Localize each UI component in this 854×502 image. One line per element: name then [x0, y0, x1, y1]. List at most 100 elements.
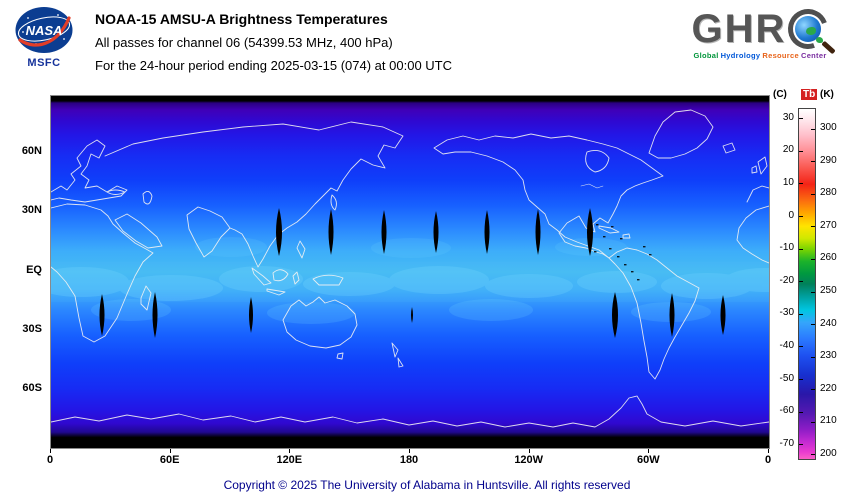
- ghrc-logo: GHR Global Hydrology Resource Center: [676, 2, 844, 60]
- colorbar-tick-mark: [811, 193, 815, 195]
- nasa-logo: NASA MSFC: [12, 6, 76, 69]
- kelvin-tick-label: 290: [820, 154, 837, 166]
- ghrc-tagline-word: Center: [800, 51, 827, 60]
- lat-label-EQ: EQ: [26, 264, 42, 276]
- ghrc-tagline: Global Hydrology Resource Center: [676, 51, 844, 60]
- celsius-ticks: 30 20 10 0 -10 -20 -30 -40 -50 -60 -70: [770, 108, 796, 460]
- colorbar-tick-mark: [799, 411, 803, 413]
- lat-label-30S: 30S: [22, 323, 42, 335]
- kelvin-header: Tb (K): [801, 89, 834, 100]
- lon-tick: [768, 449, 769, 453]
- kelvin-tick-label: 210: [820, 415, 837, 427]
- lat-label-30N: 30N: [21, 204, 42, 216]
- kelvin-ticks: 300 290 280 270 260 250 240 230 220 210 200: [818, 108, 852, 460]
- colorbar-tick-mark: [811, 161, 815, 163]
- data-gap-diamond: [249, 297, 253, 333]
- colorbar-tick-mark: [799, 248, 803, 250]
- lon-tick: [528, 449, 530, 453]
- data-gap-shapes: [99, 208, 726, 338]
- kelvin-tick-label: 240: [820, 317, 837, 329]
- tb-label: Tb: [801, 89, 818, 100]
- kelvin-tick-label: 220: [820, 382, 837, 394]
- celsius-tick-label: -50: [779, 372, 794, 384]
- lon-axis: 0 60E 120E 180 120W 60W 0: [46, 449, 771, 469]
- lon-label-0: 0: [46, 454, 54, 466]
- colorbar-tick-mark: [811, 128, 815, 130]
- kelvin-tick-label: 250: [820, 285, 837, 297]
- colorbar-tick-mark: [799, 216, 803, 218]
- celsius-tick-label: -10: [779, 242, 794, 254]
- data-gap-diamond: [276, 208, 282, 256]
- colorbar-tick-mark: [799, 281, 803, 283]
- nasa-meatball-icon: NASA: [15, 7, 73, 53]
- data-gap-diamond: [411, 307, 413, 323]
- msfc-label: MSFC: [27, 57, 61, 69]
- lat-axis: 60N 30N EQ 30S 60S: [0, 96, 46, 448]
- data-gap-diamond: [535, 209, 541, 255]
- ghrc-tagline-word: Resource: [762, 51, 799, 60]
- kelvin-tick-label: 230: [820, 350, 837, 362]
- data-gap-speckle: [609, 248, 612, 250]
- celsius-tick-label: 0: [788, 209, 794, 221]
- celsius-tick-label: -20: [779, 274, 794, 286]
- colorbar-tick-mark: [811, 291, 815, 293]
- data-gap-speckle: [649, 254, 652, 256]
- kelvin-unit: (K): [820, 89, 834, 100]
- data-gap-speckle: [596, 224, 599, 226]
- ghrc-tagline-word: Hydrology: [720, 51, 761, 60]
- lat-label-60S: 60S: [22, 382, 42, 394]
- colorbar-tick-mark: [799, 313, 803, 315]
- data-gap-speckle: [611, 226, 614, 228]
- colorbar-gradient: [798, 108, 816, 460]
- celsius-tick-label: 30: [782, 111, 794, 123]
- colorbar-tick-mark: [799, 118, 803, 120]
- data-gap-speckle: [594, 251, 597, 253]
- data-gap-speckle: [631, 271, 634, 273]
- data-gap-diamond: [152, 292, 158, 338]
- colorbar-tick-mark: [799, 346, 803, 348]
- nasa-logo-text: NASA: [26, 23, 63, 38]
- data-gap-speckle: [603, 236, 606, 238]
- lon-label-5: 60W: [636, 454, 660, 466]
- lat-label-60N: 60N: [21, 145, 42, 157]
- celsius-tick-label: 10: [782, 176, 794, 188]
- data-gap-diamond: [381, 210, 387, 254]
- brightness-temperature-map: [50, 95, 770, 449]
- data-gap-diamond: [669, 293, 675, 337]
- header-text: NOAA-15 AMSU-A Brightness Temperatures A…: [95, 8, 452, 77]
- coastlines: [51, 109, 769, 428]
- lon-label-2: 120E: [276, 454, 303, 466]
- temperature-field: [51, 96, 769, 448]
- lon-label-1: 60E: [159, 454, 180, 466]
- ghrc-globe-icon: [781, 2, 837, 56]
- lon-tick: [50, 449, 51, 453]
- data-gap-diamond: [612, 292, 618, 338]
- colorbar-tick-mark: [811, 324, 815, 326]
- kelvin-tick-label: 300: [820, 122, 837, 134]
- colorbar-tick-mark: [811, 454, 815, 456]
- data-gap-speckle: [643, 246, 646, 248]
- ghrc-logo-letters: GHR: [691, 7, 787, 51]
- tropical-bright-patches: [51, 237, 769, 324]
- colorbar-tick-mark: [811, 258, 815, 260]
- colorbar-tick-mark: [811, 226, 815, 228]
- colorbar-tick-mark: [811, 389, 815, 391]
- data-gap-diamond: [720, 295, 726, 335]
- colorbar-tick-mark: [811, 421, 815, 423]
- colorbar-tick-mark: [811, 356, 815, 358]
- lon-label-3: 180: [399, 454, 419, 466]
- data-gap-diamond: [99, 294, 105, 336]
- data-gap-diamond: [587, 208, 593, 256]
- kelvin-tick-label: 270: [820, 219, 837, 231]
- data-gap-speckle: [624, 264, 627, 266]
- lon-tick: [648, 449, 650, 453]
- celsius-tick-label: -40: [779, 339, 794, 351]
- lon-tick: [409, 449, 410, 453]
- colorbar-tick-mark: [799, 444, 803, 446]
- period-subtitle: For the 24-hour period ending 2025-03-15…: [95, 58, 452, 73]
- data-gap-diamond: [433, 211, 439, 253]
- kelvin-tick-label: 280: [820, 187, 837, 199]
- celsius-tick-label: -30: [779, 307, 794, 319]
- globe-icon: [795, 16, 824, 43]
